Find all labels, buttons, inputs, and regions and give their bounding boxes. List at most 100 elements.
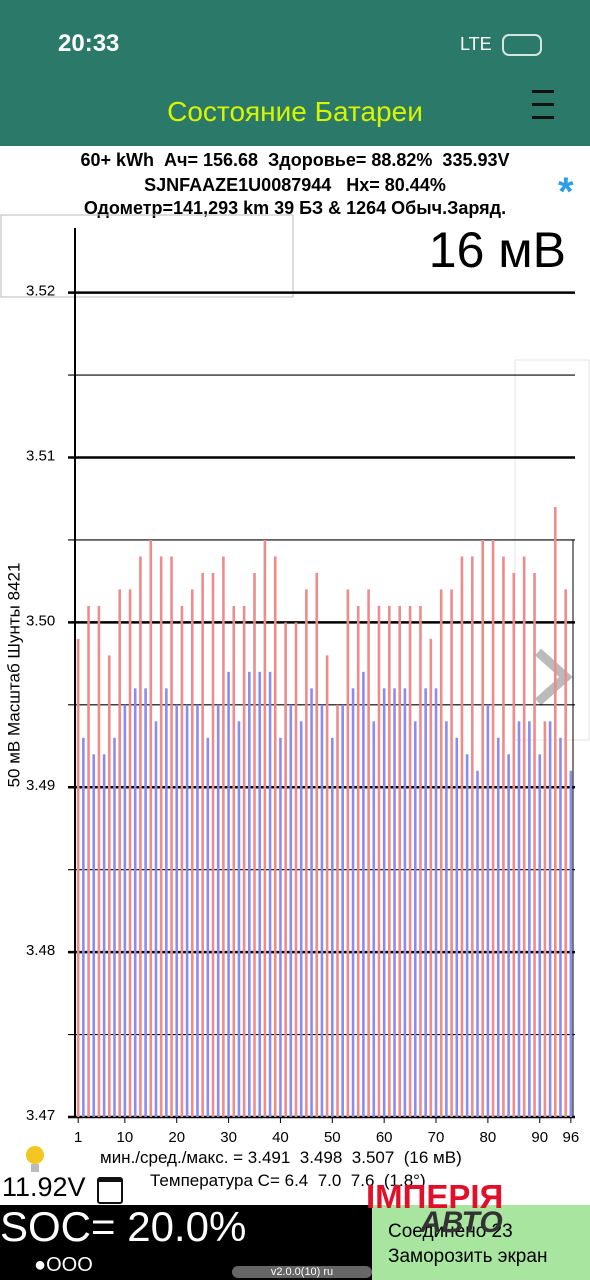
bar [413, 721, 417, 1117]
bar [175, 704, 179, 1117]
y-tick-label: 3.48 [26, 942, 55, 959]
bar [424, 688, 427, 1117]
bar [481, 539, 484, 1117]
bar [232, 605, 236, 1117]
bar [445, 721, 448, 1117]
bar [429, 638, 433, 1117]
bar [165, 688, 168, 1117]
watermark: АВТО [420, 1206, 503, 1239]
freeze-button[interactable]: Заморозить экран [388, 1246, 548, 1267]
bar [216, 704, 220, 1117]
bar [439, 589, 443, 1117]
battery-icon [502, 34, 542, 56]
bar [315, 572, 319, 1117]
bar [496, 737, 500, 1117]
bar [351, 688, 355, 1117]
bar [180, 605, 184, 1117]
top-bar [0, 0, 590, 146]
bar [434, 688, 438, 1117]
bar [108, 655, 111, 1117]
bar [294, 622, 298, 1117]
info-line: 60+ kWh Ач= 156.68 Здоровье= 88.82% 335.… [80, 150, 510, 170]
bar [211, 572, 215, 1117]
bar [548, 721, 552, 1117]
bar [222, 556, 225, 1117]
bar [237, 721, 241, 1117]
page-dots[interactable]: ●OOO [34, 1254, 93, 1276]
bar [258, 671, 261, 1117]
bar [92, 754, 96, 1117]
bar [170, 556, 173, 1117]
bar [564, 589, 567, 1117]
bar [263, 539, 267, 1117]
y-tick-label: 3.50 [26, 612, 55, 629]
calendar-icon[interactable] [97, 1177, 123, 1204]
bar [82, 737, 85, 1117]
bar [356, 605, 360, 1117]
bar [398, 605, 402, 1117]
bar [289, 704, 293, 1117]
bar [248, 671, 251, 1117]
bar [455, 737, 459, 1117]
bar [139, 556, 142, 1117]
bar [273, 556, 277, 1117]
x-tick-label: 30 [220, 1129, 237, 1146]
bar [284, 622, 287, 1117]
bar [299, 721, 303, 1117]
bar [320, 704, 324, 1117]
version: v2.0.0(10) ru [232, 1266, 372, 1278]
bar [553, 506, 557, 1117]
x-tick-label: 20 [168, 1129, 185, 1146]
watermark: ІМПЕРІЯ [366, 1178, 504, 1215]
star[interactable]: * [558, 170, 574, 214]
y-tick-label: 3.51 [26, 447, 55, 464]
bar [486, 704, 490, 1117]
x-tick-label: 40 [272, 1129, 289, 1146]
bar [403, 688, 407, 1117]
bar [569, 770, 573, 1117]
bar [512, 572, 516, 1117]
bar [522, 556, 526, 1117]
bar [113, 737, 116, 1117]
stats: мин./сред./макс. = 3.491 3.498 3.507 (16… [100, 1148, 462, 1167]
bar [346, 589, 350, 1117]
info-line: SJNFAAZE1U0087944 Hx= 80.44% [144, 175, 446, 195]
bar [517, 721, 521, 1117]
bar [196, 704, 199, 1117]
bar [118, 589, 121, 1117]
bar [476, 770, 479, 1117]
info-line: Одометр=141,293 km 39 БЗ & 1264 Обыч.Зар… [83, 198, 507, 218]
y-tick-label: 3.49 [26, 777, 55, 794]
bar [279, 737, 282, 1117]
bar [305, 589, 308, 1117]
bar [471, 556, 474, 1117]
bar [206, 737, 210, 1117]
bar [507, 754, 510, 1117]
bar [362, 671, 365, 1117]
y-axis-label: 50 мВ Масштаб Шунты 8421 [4, 563, 23, 788]
x-tick-label: 90 [531, 1129, 548, 1146]
bar [528, 721, 531, 1117]
bar [128, 589, 132, 1117]
x-tick-label: 96 [563, 1129, 580, 1146]
next-arrow[interactable] [535, 648, 573, 706]
bar [242, 605, 246, 1117]
bar [76, 638, 80, 1117]
bar [268, 671, 272, 1117]
y-tick-label: 3.47 [26, 1107, 55, 1124]
bar [377, 605, 381, 1117]
bar [149, 539, 153, 1117]
bar [336, 704, 339, 1117]
bar [123, 704, 127, 1117]
bar [190, 589, 194, 1117]
action-panel[interactable] [372, 1205, 590, 1280]
bar [185, 704, 189, 1117]
temperature: Температура С= 6.4 7.0 7.6 (1.8°) [150, 1171, 426, 1190]
bar [87, 605, 90, 1117]
menu-button[interactable] [532, 90, 554, 120]
x-tick-label: 70 [428, 1129, 445, 1146]
x-tick-label: 10 [117, 1129, 134, 1146]
x-tick-label: 80 [480, 1129, 497, 1146]
connected: Соединено 23 [388, 1221, 513, 1242]
